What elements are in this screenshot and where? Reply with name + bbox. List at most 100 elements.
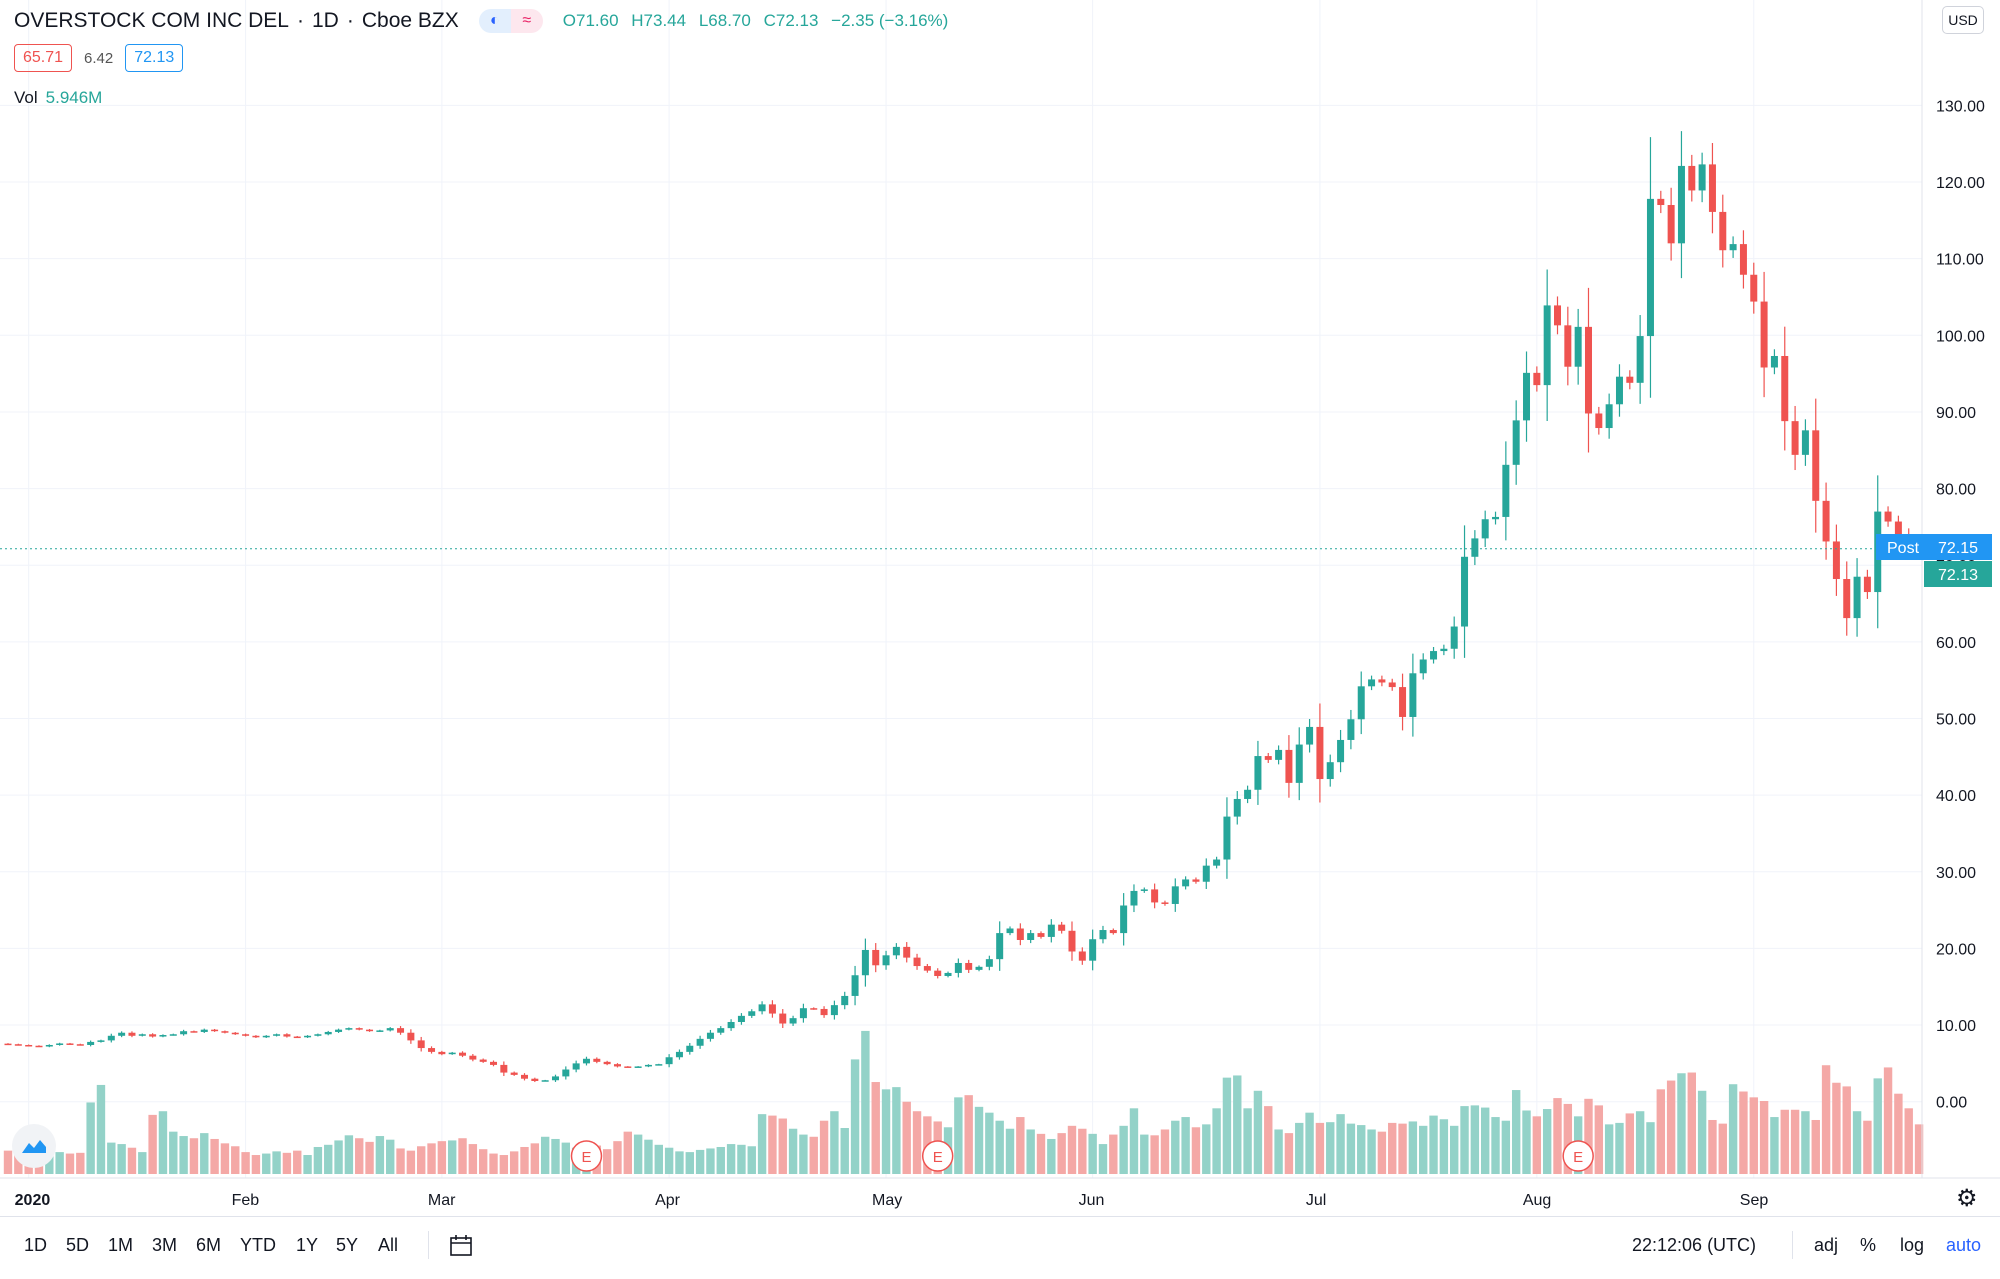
sell-price-badge[interactable]: 65.71 — [14, 44, 73, 72]
volume-bar — [1315, 1122, 1325, 1174]
timeframe-6m[interactable]: 6M — [196, 1235, 222, 1255]
candle-body — [510, 1072, 518, 1075]
volume-bar — [1264, 1106, 1273, 1174]
timeframe-5d[interactable]: 5D — [66, 1235, 90, 1255]
approx-icon[interactable]: ≈ — [510, 9, 543, 33]
candle-body — [717, 1028, 725, 1033]
y-tick-label: 130.00 — [1936, 98, 1985, 115]
timeframe-1d[interactable]: 1D — [24, 1235, 48, 1255]
candle-body — [1605, 404, 1613, 429]
volume-bar — [530, 1143, 540, 1174]
volume-bar — [1016, 1117, 1025, 1174]
time-axis: 2020 Feb Mar Apr May Jun Jul Aug Sep — [15, 1192, 1769, 1209]
volume-bar — [1429, 1115, 1438, 1174]
candle-body — [1182, 879, 1190, 887]
date-range-icon[interactable] — [448, 1233, 476, 1259]
volume-bar — [1222, 1077, 1232, 1174]
volume-bar — [850, 1059, 860, 1174]
volume-bar — [1914, 1124, 1924, 1174]
timeframe-1m[interactable]: 1M — [108, 1235, 134, 1255]
candle-body — [727, 1021, 735, 1029]
close-label: C — [763, 11, 776, 30]
auto-toggle[interactable]: auto — [1946, 1235, 1982, 1255]
session-toggle[interactable]: ◐ ≈ — [478, 9, 543, 33]
volume-bar — [117, 1144, 126, 1174]
volume-bar — [1584, 1098, 1593, 1174]
volume-bar — [768, 1115, 777, 1174]
y-tick-label: 0.00 — [1936, 1095, 1967, 1112]
volume-bar — [241, 1152, 250, 1174]
candle-body — [1109, 930, 1117, 934]
volume-bar — [1542, 1109, 1552, 1174]
volume-bar — [706, 1148, 715, 1174]
candle-body — [1027, 933, 1035, 940]
earnings-marker[interactable] — [921, 1140, 954, 1172]
volume-bar — [561, 1142, 571, 1174]
volume-bar — [468, 1144, 478, 1174]
candle-body — [882, 955, 890, 966]
candle-body — [4, 1043, 12, 1046]
volume-bar — [1852, 1111, 1862, 1174]
x-tick-label: Jul — [1306, 1192, 1326, 1209]
moon-icon[interactable]: ◐ — [478, 9, 511, 33]
volume-bar — [675, 1151, 684, 1174]
volume-bar — [902, 1101, 911, 1174]
symbol-name[interactable]: OVERSTOCK COM INC DEL — [14, 9, 289, 32]
candle-body — [25, 1044, 33, 1047]
candle-body — [861, 949, 869, 976]
candle-body — [14, 1044, 22, 1046]
candle-body — [923, 966, 931, 971]
timeframe-1y[interactable]: 1Y — [296, 1235, 319, 1255]
candle-body — [1151, 889, 1159, 903]
volume-bar — [458, 1138, 467, 1174]
timeframe-3m[interactable]: 3M — [152, 1235, 178, 1255]
volume-bar — [375, 1136, 385, 1174]
clock[interactable]: 22:12:06 (UTC) — [1632, 1235, 1757, 1255]
candle-body — [1140, 889, 1148, 891]
volume-bar — [148, 1114, 157, 1174]
volume-bar — [1078, 1128, 1087, 1174]
candle-body — [1233, 798, 1241, 817]
candle-body — [541, 1080, 549, 1082]
timeframe-5y[interactable]: 5Y — [336, 1235, 359, 1255]
earnings-marker[interactable] — [570, 1140, 603, 1172]
candle-body — [335, 1029, 343, 1032]
candle-body — [1564, 325, 1572, 367]
earnings-marker[interactable] — [1562, 1140, 1594, 1172]
percent-toggle[interactable]: % — [1860, 1235, 1877, 1255]
volume-bar — [633, 1134, 643, 1174]
high-value: 73.44 — [643, 11, 687, 30]
buy-price-badge[interactable]: 72.13 — [125, 44, 184, 72]
timeframe-ytd[interactable]: YTD — [240, 1235, 276, 1255]
y-tick-label: 90.00 — [1936, 405, 1976, 422]
candle-body — [221, 1031, 229, 1033]
volume-bar — [127, 1147, 137, 1174]
candle-body — [479, 1059, 487, 1062]
currency-button[interactable]: USD — [1942, 6, 1984, 34]
candle-body — [1078, 951, 1086, 961]
candle-body — [1037, 933, 1045, 937]
candle-body — [562, 1069, 570, 1077]
tradingview-logo-icon[interactable] — [12, 1124, 56, 1168]
candle-body — [975, 966, 983, 970]
volume-label: Vol — [14, 88, 38, 107]
log-toggle[interactable]: log — [1900, 1235, 1925, 1255]
timeframe-all[interactable]: All — [378, 1235, 399, 1255]
adj-toggle[interactable]: adj — [1814, 1235, 1839, 1255]
symbol-header[interactable]: OVERSTOCK COM INC DEL · 1D · Cboe BZX ◐ … — [14, 6, 948, 36]
candle-body — [1461, 556, 1469, 627]
x-tick-label: Apr — [655, 1192, 681, 1209]
volume-bar — [303, 1155, 312, 1174]
divider — [428, 1231, 429, 1259]
candle-body — [675, 1051, 683, 1058]
volume-bar — [1728, 1084, 1738, 1174]
volume-bar — [985, 1112, 994, 1174]
volume-bar — [1233, 1075, 1242, 1174]
gear-icon[interactable]: ⚙ — [1956, 1185, 1978, 1212]
volume-bar — [1067, 1125, 1077, 1174]
candle-body — [1615, 376, 1623, 405]
interval[interactable]: 1D — [312, 9, 339, 32]
volume-bar — [1708, 1119, 1717, 1174]
